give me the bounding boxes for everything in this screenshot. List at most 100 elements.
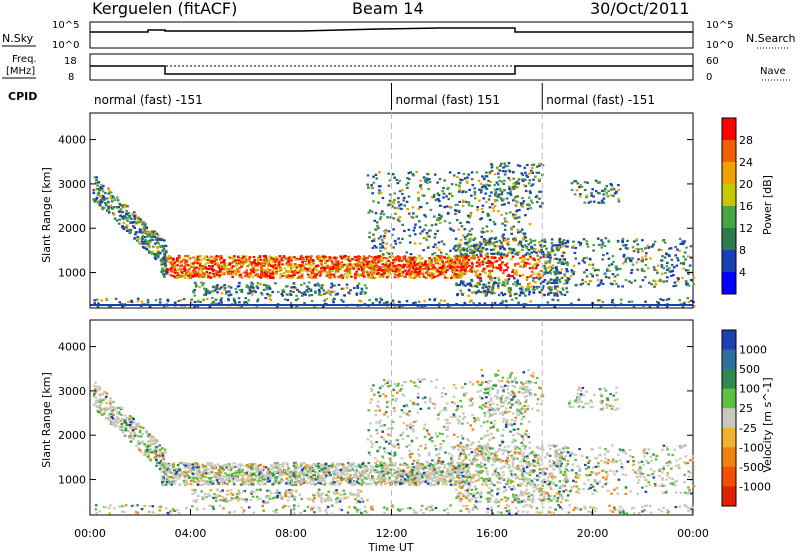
scatter-point [610, 301, 614, 304]
scatter-point [208, 305, 212, 308]
scatter-point [163, 254, 167, 257]
scatter-point [421, 273, 425, 276]
scatter-point [160, 470, 164, 473]
scatter-point [450, 261, 454, 264]
scatter-point [454, 237, 458, 240]
scatter-point [143, 224, 147, 227]
scatter-point [161, 447, 164, 450]
scatter-point [640, 268, 644, 271]
scatter-point [466, 176, 469, 179]
scatter-point [503, 224, 507, 227]
scatter-point [518, 165, 522, 168]
scatter-point [452, 476, 456, 479]
scatter-point [550, 249, 554, 252]
scatter-point [503, 228, 507, 231]
scatter-point [95, 405, 99, 408]
scatter-point [574, 180, 578, 183]
scatter-point [436, 218, 439, 222]
scatter-point [351, 258, 354, 261]
scatter-point [472, 258, 475, 261]
scatter-point [583, 181, 587, 184]
scatter-point [443, 220, 447, 223]
scatter-point [128, 230, 132, 233]
scatter-point [456, 294, 459, 297]
scatter-point [408, 275, 411, 278]
scatter-point [456, 244, 460, 247]
scatter-point [208, 262, 212, 265]
scatter-point [692, 283, 696, 286]
scatter-point [500, 301, 504, 304]
scatter-point [531, 183, 535, 186]
scatter-point [334, 477, 337, 480]
scatter-point [198, 266, 201, 269]
scatter-point [576, 182, 580, 185]
scatter-point [510, 258, 513, 261]
scatter-point [294, 258, 298, 261]
scatter-point [322, 470, 325, 473]
scatter-point [375, 469, 379, 472]
scatter-point [196, 272, 199, 275]
scatter-point [597, 201, 600, 204]
scatter-point [441, 190, 444, 193]
scatter-point [320, 263, 323, 266]
scatter-point [141, 234, 145, 237]
scatter-point [148, 305, 152, 308]
scatter-point [255, 285, 259, 288]
scatter-point [323, 292, 326, 295]
scatter-point [121, 204, 124, 207]
scatter-point [531, 171, 534, 174]
scatter-point [176, 268, 180, 272]
scatter-point [357, 261, 361, 265]
scatter-point [555, 270, 558, 273]
scatter-point [154, 242, 157, 245]
scatter-point [508, 290, 511, 293]
scatter-point [107, 188, 111, 191]
scatter-point [546, 301, 550, 304]
scatter-point [521, 179, 525, 183]
scatter-point [428, 263, 432, 266]
scatter-point [412, 229, 416, 232]
scatter-point [309, 256, 312, 259]
scatter-point [420, 206, 423, 209]
scatter-point [258, 275, 262, 278]
scatter-point [493, 281, 496, 285]
scatter-point [636, 268, 639, 271]
scatter-point [156, 252, 159, 255]
scatter-point [133, 427, 137, 430]
scatter-point [164, 263, 167, 266]
scatter-point [224, 472, 227, 475]
scatter-point [381, 244, 384, 247]
scatter-point [550, 238, 554, 241]
scatter-point [541, 240, 545, 243]
scatter-point [440, 258, 443, 261]
scatter-point [212, 258, 216, 261]
scatter-point [470, 227, 474, 231]
nsearch-tick-top: 10^5 [706, 20, 733, 31]
scatter-point [487, 179, 490, 182]
scatter-point [231, 270, 234, 273]
scatter-point [613, 280, 616, 283]
scatter-point [479, 182, 483, 185]
scatter-point [277, 264, 280, 267]
scatter-point [418, 254, 421, 257]
scatter-point [263, 275, 266, 278]
scatter-point [110, 422, 114, 425]
scatter-point [384, 466, 388, 469]
scatter-point [513, 277, 516, 280]
scatter-point [411, 216, 415, 219]
scatter-point [534, 175, 537, 178]
scatter-point [107, 211, 111, 214]
scatter-point [660, 264, 664, 267]
scatter-point [462, 257, 466, 260]
scatter-point [230, 474, 234, 477]
scatter-point [644, 264, 648, 267]
scatter-point [595, 180, 599, 183]
scatter-point [98, 200, 101, 203]
scatter-point [163, 259, 167, 262]
scatter-point [436, 270, 439, 273]
scatter-point [154, 299, 158, 302]
scatter-point [357, 255, 360, 258]
scatter-point [520, 204, 523, 207]
scatter-point [535, 287, 539, 290]
scatter-point [193, 266, 197, 270]
